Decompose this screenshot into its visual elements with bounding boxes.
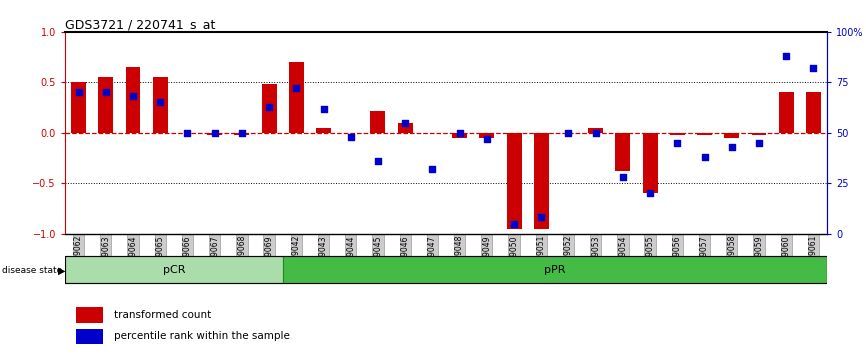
Text: pCR: pCR	[163, 265, 185, 275]
Bar	[669, 133, 685, 135]
Bar	[288, 62, 304, 133]
Bar	[282, 256, 827, 284]
Point	[589, 130, 603, 136]
Text: GDS3721 / 220741_s_at: GDS3721 / 220741_s_at	[65, 18, 216, 31]
Point	[153, 100, 167, 105]
Point	[344, 134, 358, 139]
Point	[453, 130, 467, 136]
Bar	[65, 256, 282, 284]
Bar	[262, 84, 276, 133]
Point	[235, 130, 249, 136]
Bar	[779, 92, 793, 133]
Bar	[533, 133, 549, 229]
Text: disease state: disease state	[2, 266, 62, 275]
Point	[398, 120, 412, 126]
Point	[725, 144, 739, 150]
Bar	[316, 128, 331, 133]
Point	[670, 140, 684, 146]
Point	[126, 93, 140, 99]
Bar	[76, 329, 103, 344]
Point	[99, 90, 113, 95]
Bar	[479, 133, 494, 138]
Point	[180, 130, 194, 136]
Text: ▶: ▶	[58, 266, 66, 276]
Bar	[76, 307, 103, 323]
Point	[806, 65, 820, 71]
Bar	[724, 133, 740, 138]
Bar	[806, 92, 821, 133]
Point	[262, 104, 276, 109]
Bar	[507, 133, 521, 229]
Bar	[126, 67, 140, 133]
Bar	[235, 133, 249, 135]
Bar	[643, 133, 657, 193]
Point	[534, 215, 548, 220]
Bar	[98, 77, 113, 133]
Point	[561, 130, 575, 136]
Text: percentile rank within the sample: percentile rank within the sample	[114, 331, 290, 342]
Point	[289, 86, 303, 91]
Bar	[397, 123, 412, 133]
Point	[616, 174, 630, 180]
Bar	[207, 133, 222, 135]
Point	[480, 136, 494, 142]
Bar	[752, 133, 766, 135]
Bar	[588, 128, 603, 133]
Point	[752, 140, 766, 146]
Point	[317, 106, 331, 112]
Bar	[616, 133, 630, 171]
Point	[208, 130, 222, 136]
Point	[371, 158, 385, 164]
Point	[698, 154, 712, 160]
Bar	[452, 133, 467, 138]
Text: transformed count: transformed count	[114, 310, 211, 320]
Point	[507, 221, 521, 227]
Point	[643, 190, 657, 196]
Point	[72, 90, 86, 95]
Text: pPR: pPR	[544, 265, 565, 275]
Bar	[697, 133, 712, 135]
Bar	[371, 110, 385, 133]
Bar	[71, 82, 86, 133]
Point	[425, 166, 439, 172]
Point	[779, 53, 793, 59]
Bar	[152, 77, 168, 133]
